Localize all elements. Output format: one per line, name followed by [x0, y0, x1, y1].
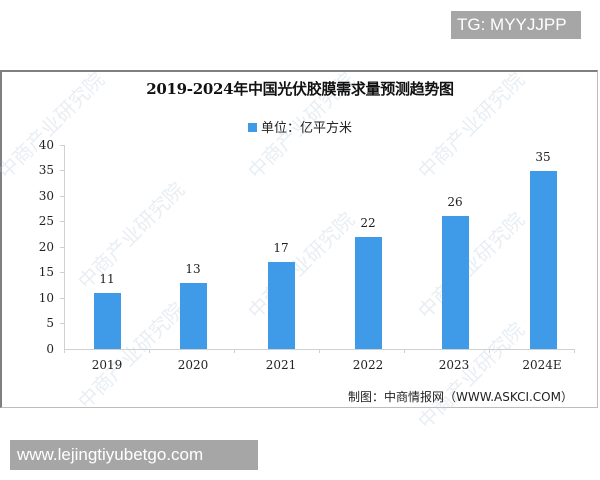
x-tick-label: 2021 [265, 358, 297, 372]
y-tick-mark [60, 272, 64, 273]
bar-2024E [530, 171, 557, 349]
x-tick-label: 2019 [91, 358, 123, 372]
bar-value-label: 26 [447, 195, 463, 209]
y-tick-label: 5 [46, 316, 54, 330]
bar-value-label: 22 [360, 216, 376, 230]
x-tick-mark [489, 349, 490, 353]
y-tick-mark [60, 247, 64, 248]
y-tick-label: 10 [38, 291, 54, 305]
bar-2019 [94, 293, 121, 349]
y-tick-label: 15 [38, 265, 54, 279]
y-axis-line [64, 145, 65, 349]
y-tick-mark [60, 221, 64, 222]
y-tick-label: 25 [38, 214, 54, 228]
y-tick-label: 35 [38, 163, 54, 177]
bar-2022 [355, 237, 382, 349]
y-tick-mark [60, 298, 64, 299]
chart-frame [0, 70, 598, 408]
y-tick-mark [60, 323, 64, 324]
x-tick-mark [574, 349, 575, 353]
x-tick-label: 2023 [438, 358, 470, 372]
bar-2021 [268, 262, 295, 349]
y-tick-label: 30 [38, 189, 54, 203]
bar-value-label: 13 [185, 262, 201, 276]
y-tick-mark [60, 196, 64, 197]
legend-label: 单位：亿平方米 [260, 121, 352, 136]
bar-value-label: 35 [535, 150, 551, 164]
chart-legend: 单位：亿平方米 [0, 117, 600, 136]
x-tick-mark [404, 349, 405, 353]
x-tick-mark [319, 349, 320, 353]
x-tick-mark [149, 349, 150, 353]
x-tick-mark [64, 349, 65, 353]
bar-value-label: 11 [99, 272, 115, 286]
chart-title: 2019-2024年中国光伏胶膜需求量预测趋势图 [146, 80, 454, 98]
y-tick-mark [60, 170, 64, 171]
chart-source: 制图：中商情报网（WWW.ASKCI.COM） [348, 390, 573, 404]
url-badge: www.lejingtiyubetgo.com [10, 440, 258, 470]
y-tick-label: 0 [46, 342, 54, 356]
bar-2020 [180, 283, 207, 349]
legend-swatch [247, 123, 257, 132]
x-tick-label: 2020 [177, 358, 209, 372]
y-tick-mark [60, 145, 64, 146]
tg-badge: TG: MYYJJPP [451, 11, 581, 39]
y-tick-label: 40 [38, 138, 54, 152]
x-tick-label: 2022 [352, 358, 384, 372]
y-tick-label: 20 [38, 240, 54, 254]
x-tick-mark [234, 349, 235, 353]
bar-value-label: 17 [273, 241, 289, 255]
x-tick-label: 2024E [522, 358, 562, 372]
bar-2023 [442, 216, 469, 349]
